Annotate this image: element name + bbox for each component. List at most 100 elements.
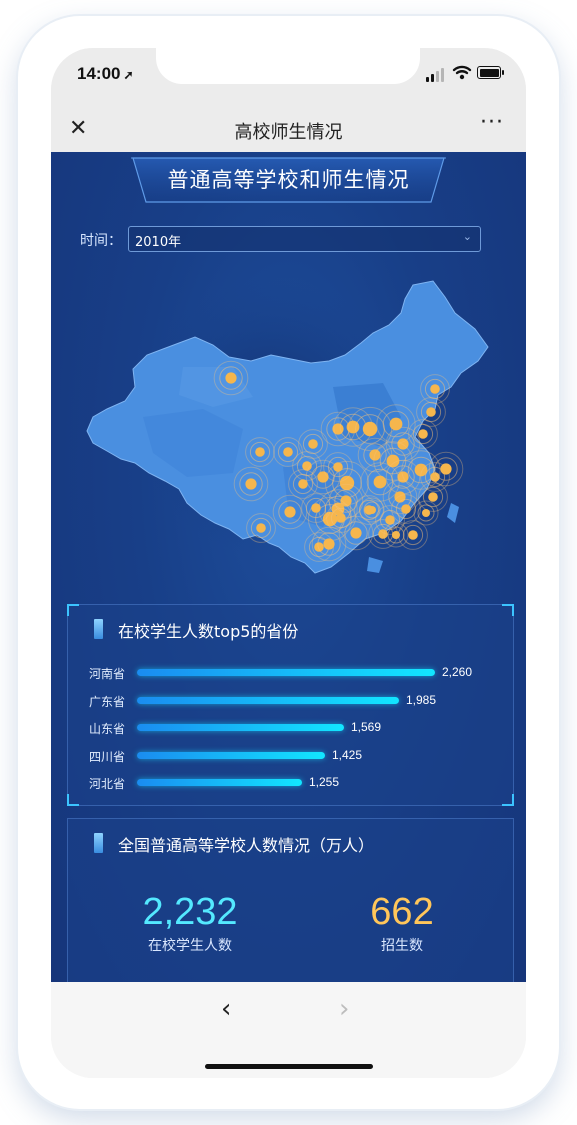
top5-bar[interactable] [137, 751, 325, 759]
city-point-ring [420, 462, 450, 492]
city-point[interactable] [245, 478, 257, 490]
city-point[interactable] [255, 447, 265, 457]
summary-title: 全国普通高等学校人数情况（万人） [118, 836, 375, 855]
city-point[interactable] [397, 438, 409, 450]
city-point[interactable] [389, 417, 403, 431]
city-point[interactable] [422, 509, 430, 517]
city-point[interactable] [418, 429, 428, 439]
city-point-ring [334, 489, 358, 513]
enroll-label: 招生数 [381, 938, 423, 954]
summary-panel: 全国普通高等学校人数情况（万人） 2,232 在校学生人数 662 招生数 [67, 818, 514, 982]
city-point-ring [402, 524, 424, 546]
city-point[interactable] [340, 495, 352, 507]
city-point[interactable] [414, 463, 428, 477]
city-point-ring [233, 466, 269, 502]
city-point[interactable] [440, 463, 452, 475]
city-point[interactable] [401, 504, 411, 514]
city-point[interactable] [369, 449, 381, 461]
region-shade [143, 409, 243, 477]
top5-bar[interactable] [137, 779, 302, 786]
city-point[interactable] [385, 515, 395, 525]
city-point-ring [387, 526, 405, 544]
city-point[interactable] [426, 407, 436, 417]
city-point-ring [382, 479, 418, 515]
more-icon[interactable]: ··· [480, 110, 504, 135]
top5-value-label: 1,255 [309, 775, 340, 789]
city-point[interactable] [322, 511, 338, 527]
battery-icon [477, 66, 504, 79]
top5-value-label: 1,985 [406, 692, 437, 707]
city-point-ring [359, 497, 385, 523]
city-point[interactable] [430, 472, 440, 482]
city-point[interactable] [311, 503, 321, 513]
city-point-ring [391, 432, 415, 456]
city-point-ring [292, 473, 314, 495]
city-point-ring [249, 441, 271, 463]
city-point-ring [379, 447, 407, 475]
city-point[interactable] [339, 475, 355, 491]
city-point-ring [412, 423, 434, 445]
city-point-ring [327, 456, 349, 478]
status-time: 14:00 ➚ [77, 64, 134, 83]
city-point[interactable] [368, 506, 376, 514]
top5-bar-row: 河南省 2,260 [68, 664, 515, 682]
china-map[interactable] [83, 277, 495, 587]
city-point[interactable] [283, 447, 293, 457]
year-select-value: 2010年 [135, 235, 182, 250]
city-point[interactable] [298, 479, 308, 489]
city-point-ring [385, 426, 421, 462]
city-point[interactable] [430, 384, 440, 394]
city-point-ring [391, 494, 421, 524]
city-point[interactable] [408, 530, 418, 540]
taiwan-island [447, 503, 459, 523]
city-point[interactable] [302, 461, 312, 471]
city-point-ring [424, 378, 446, 400]
city-point-ring [245, 437, 275, 467]
city-point-ring [388, 485, 412, 509]
nav-bar: ✕ 高校师生情况 ··· [51, 106, 526, 152]
city-point[interactable] [362, 421, 378, 437]
city-point[interactable] [428, 492, 438, 502]
city-point-ring [250, 517, 272, 539]
city-point[interactable] [336, 513, 346, 523]
city-point[interactable] [350, 527, 362, 539]
city-point[interactable] [314, 542, 324, 552]
city-point[interactable] [373, 475, 387, 489]
city-point-ring [278, 500, 302, 524]
top5-bar[interactable] [137, 669, 435, 676]
city-point[interactable] [284, 506, 296, 518]
city-point[interactable] [397, 471, 409, 483]
city-point[interactable] [256, 523, 266, 533]
time-filter-label: 时间： [80, 233, 122, 249]
city-point[interactable] [225, 372, 237, 384]
forward-icon[interactable]: › [339, 994, 350, 1024]
city-point[interactable] [308, 439, 318, 449]
top5-bar[interactable] [137, 724, 344, 731]
city-point[interactable] [333, 462, 343, 472]
city-point-ring [239, 472, 263, 496]
city-point[interactable] [378, 529, 388, 539]
home-indicator [205, 1064, 373, 1069]
city-point-ring [323, 452, 353, 482]
city-point-ring [288, 469, 318, 499]
students-label: 在校学生人数 [148, 938, 232, 954]
back-icon[interactable]: ‹ [221, 994, 232, 1024]
city-point[interactable] [386, 454, 400, 468]
city-point-ring [382, 410, 410, 438]
city-point[interactable] [317, 471, 329, 483]
top5-value-label: 1,425 [332, 747, 363, 762]
location-arrow-icon: ➚ [123, 68, 134, 82]
city-point-ring [434, 457, 458, 481]
top5-panel: 在校学生人数top5的省份 河南省 2,260 广东省 1,985 山东省 1,569 四川… [67, 604, 514, 806]
top5-bar[interactable] [137, 696, 399, 704]
city-point[interactable] [323, 538, 335, 550]
city-point-ring [420, 401, 442, 423]
top5-province-label: 广东省 [89, 694, 126, 709]
close-icon[interactable]: ✕ [69, 116, 88, 141]
page-title: 高校师生情况 [234, 122, 343, 143]
top5-bar-row: 山东省 1,569 [68, 719, 515, 737]
notch [156, 48, 420, 84]
year-select[interactable]: 2010年 ⌄ [128, 226, 481, 252]
city-point[interactable] [392, 531, 400, 539]
bottom-toolbar: ‹ › [51, 982, 526, 1078]
